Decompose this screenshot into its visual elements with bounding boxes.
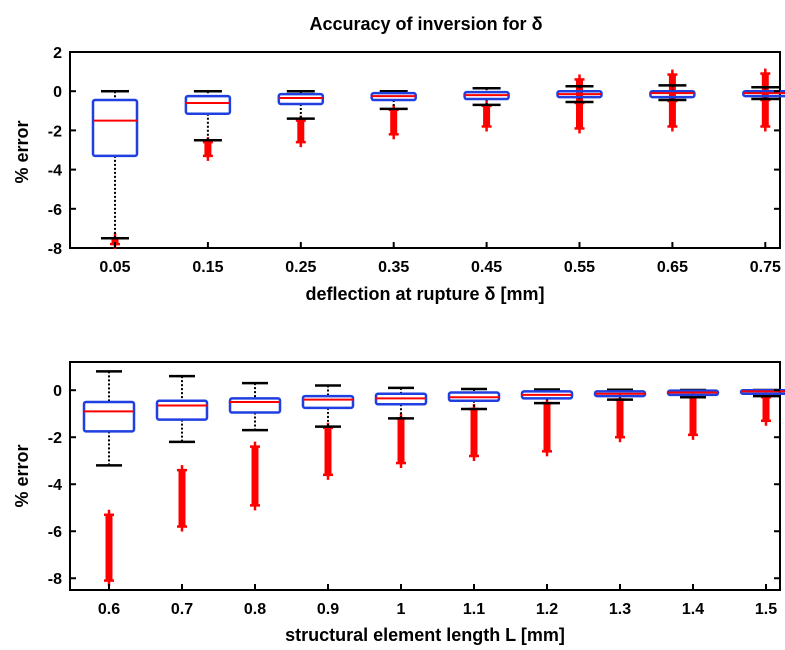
boxplot-0.35 bbox=[370, 89, 417, 140]
y-tick-label: -8 bbox=[48, 571, 62, 588]
boxplot-0.6 bbox=[82, 370, 136, 586]
boxplot-0.55 bbox=[556, 74, 603, 134]
boxplot-0.75 bbox=[742, 68, 785, 132]
y-tick-label: 0 bbox=[53, 84, 62, 101]
chart-1-y-axis: 2 0 -2 -4 -6 -8 bbox=[48, 45, 780, 258]
chart-2-ylabel: % error bbox=[12, 444, 32, 507]
x-tick-label: 0.9 bbox=[317, 601, 339, 618]
boxplot-1.3 bbox=[593, 388, 647, 443]
x-tick-label: 0.35 bbox=[378, 259, 409, 276]
x-tick-label: 1.3 bbox=[609, 601, 631, 618]
x-tick-label: 0.8 bbox=[244, 601, 266, 618]
boxplot-0.9 bbox=[301, 384, 355, 480]
y-tick-label: -4 bbox=[48, 163, 62, 180]
x-tick-label: 1 bbox=[397, 601, 406, 618]
chart-1-ylabel: % error bbox=[12, 120, 32, 183]
boxplot-0.7 bbox=[155, 374, 209, 532]
x-tick-label: 0.7 bbox=[171, 601, 193, 618]
chart-1-title: Accuracy of inversion for δ bbox=[310, 14, 543, 34]
chart-2-plot-area bbox=[69, 361, 781, 591]
boxplot-0.25 bbox=[277, 89, 325, 148]
chart-1: Accuracy of inversion for δ 2 0 -2 -4 -6 -8 0… bbox=[12, 14, 785, 304]
x-tick-label: 1.4 bbox=[682, 601, 704, 618]
box bbox=[155, 399, 209, 421]
boxplot-1.5 bbox=[739, 388, 785, 426]
y-tick-label: -4 bbox=[48, 477, 62, 494]
x-tick-label: 0.15 bbox=[192, 259, 223, 276]
boxplot-0.65 bbox=[649, 69, 696, 132]
boxplot-1.2 bbox=[520, 388, 574, 457]
x-tick-label: 0.55 bbox=[564, 259, 595, 276]
y-tick-label: -8 bbox=[48, 241, 62, 258]
y-tick-label: -6 bbox=[48, 202, 62, 219]
y-tick-label: 2 bbox=[53, 45, 62, 62]
chart-2-marks bbox=[82, 370, 785, 586]
boxplot-0.45 bbox=[463, 87, 510, 132]
box bbox=[228, 397, 282, 414]
chart-2-x-axis: 0.6 0.7 0.8 0.9 1 1.1 1.2 1.3 1.4 1.5 bbox=[98, 584, 777, 618]
chart-2-xlabel: structural element length L [mm] bbox=[285, 625, 565, 645]
box bbox=[301, 394, 355, 410]
box bbox=[91, 98, 139, 158]
boxplot-1.1 bbox=[447, 387, 501, 462]
chart-2-y-axis: 0 -2 -4 -6 -8 bbox=[48, 383, 780, 588]
x-tick-label: 1.2 bbox=[536, 601, 558, 618]
x-tick-label: 0.65 bbox=[657, 259, 688, 276]
chart-1-xlabel: deflection at rupture δ [mm] bbox=[306, 284, 545, 304]
x-tick-label: 1.5 bbox=[755, 601, 777, 618]
boxplot-0.8 bbox=[228, 381, 282, 511]
y-tick-label: -2 bbox=[48, 123, 62, 140]
boxplot-1 bbox=[374, 386, 428, 469]
chart-2: 0 -2 -4 -6 -8 0.6 0.7 0.8 0.9 1 1.1 1.2 1.3 1.4 1.5 s… bbox=[12, 361, 785, 645]
x-tick-label: 0.6 bbox=[98, 601, 120, 618]
x-tick-label: 1.1 bbox=[463, 601, 485, 618]
y-tick-label: 0 bbox=[53, 383, 62, 400]
chart-1-x-axis: 0.05 0.15 0.25 0.35 0.45 0.55 0.65 0.75 bbox=[99, 242, 781, 276]
boxplot-1.4 bbox=[666, 388, 720, 440]
x-tick-label: 0.75 bbox=[750, 259, 781, 276]
chart-1-marks bbox=[91, 68, 785, 250]
y-tick-label: -6 bbox=[48, 524, 62, 541]
y-tick-label: -2 bbox=[48, 430, 62, 447]
box bbox=[82, 400, 136, 433]
x-tick-label: 0.05 bbox=[99, 259, 130, 276]
x-tick-label: 0.25 bbox=[285, 259, 316, 276]
x-tick-label: 0.45 bbox=[471, 259, 502, 276]
boxplot-0.05 bbox=[91, 89, 139, 250]
chart-1-plot-area bbox=[69, 51, 781, 249]
boxplot-0.15 bbox=[184, 89, 232, 161]
box bbox=[184, 94, 232, 115]
